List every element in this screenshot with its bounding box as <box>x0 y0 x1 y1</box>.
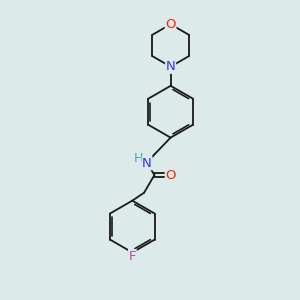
Text: H: H <box>134 152 143 165</box>
Text: O: O <box>165 169 176 182</box>
Text: O: O <box>165 18 176 31</box>
Text: F: F <box>129 250 136 262</box>
Text: N: N <box>166 60 176 73</box>
Text: N: N <box>142 157 152 170</box>
